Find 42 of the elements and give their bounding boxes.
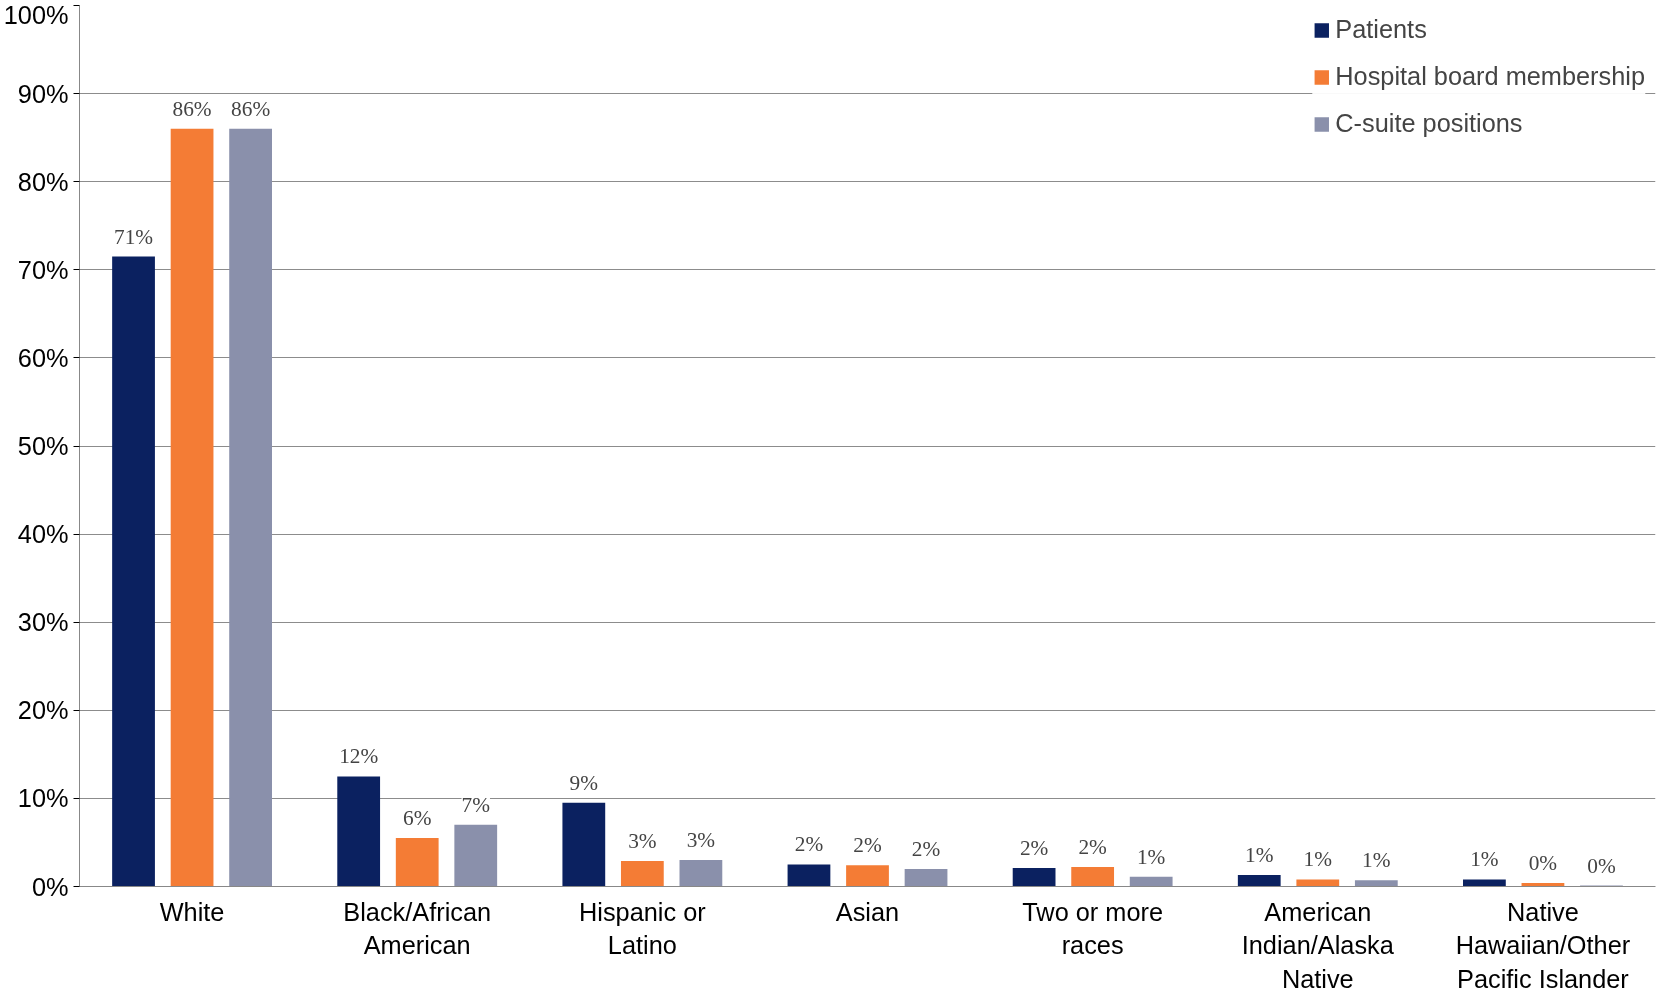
data-label: 6% bbox=[403, 806, 432, 831]
x-tick-label: Hispanic or Latino bbox=[579, 897, 707, 960]
y-tick-label: 30% bbox=[17, 608, 69, 637]
data-label: 3% bbox=[628, 828, 657, 853]
data-label: 86% bbox=[172, 96, 212, 121]
y-tick-label: 20% bbox=[17, 696, 69, 725]
data-label: 1% bbox=[1245, 843, 1274, 868]
data-label: 1% bbox=[1303, 847, 1333, 872]
data-label: 2% bbox=[1019, 836, 1049, 860]
y-tick-label: 10% bbox=[17, 784, 69, 813]
y-tick-label: 60% bbox=[17, 343, 69, 372]
y-tick-label: 100% bbox=[3, 0, 69, 29]
legend-label: Hospital board membership bbox=[1335, 62, 1645, 91]
y-tick-label: 70% bbox=[17, 255, 69, 284]
data-label: 0% bbox=[1528, 850, 1558, 875]
data-label: 7% bbox=[461, 792, 491, 817]
data-label: 71% bbox=[113, 224, 154, 249]
y-tick-label: 90% bbox=[17, 79, 69, 108]
x-tick-label: White bbox=[159, 897, 225, 926]
data-label: 0% bbox=[1587, 853, 1616, 878]
data-label: 9% bbox=[569, 770, 599, 795]
data-label: 2% bbox=[911, 836, 941, 861]
y-tick-label: 0% bbox=[31, 872, 69, 901]
x-tick-label: Black/African American bbox=[343, 897, 492, 960]
data-label: 86% bbox=[231, 96, 271, 121]
x-tick-label: Native Hawaiian/Other Pacific Islander bbox=[1455, 897, 1631, 993]
data-label: 1% bbox=[1470, 847, 1499, 872]
y-tick-label: 80% bbox=[17, 167, 69, 196]
legend-label: Patients bbox=[1335, 15, 1427, 44]
data-label: 12% bbox=[339, 744, 379, 769]
data-label: 1% bbox=[1136, 844, 1166, 869]
data-label: 2% bbox=[853, 833, 882, 858]
y-tick-label: 40% bbox=[17, 520, 69, 549]
x-tick-label: American Indian/Alaska Native bbox=[1241, 897, 1395, 993]
data-label: 2% bbox=[794, 832, 824, 857]
y-tick-label: 50% bbox=[17, 432, 69, 460]
legend-label: C-suite positions bbox=[1335, 109, 1523, 138]
data-label: 1% bbox=[1362, 848, 1391, 873]
data-label: 3% bbox=[686, 828, 716, 853]
x-tick-label: Two or more races bbox=[1022, 897, 1164, 960]
data-label: 2% bbox=[1078, 835, 1108, 860]
x-tick-label: Asian bbox=[835, 897, 900, 926]
